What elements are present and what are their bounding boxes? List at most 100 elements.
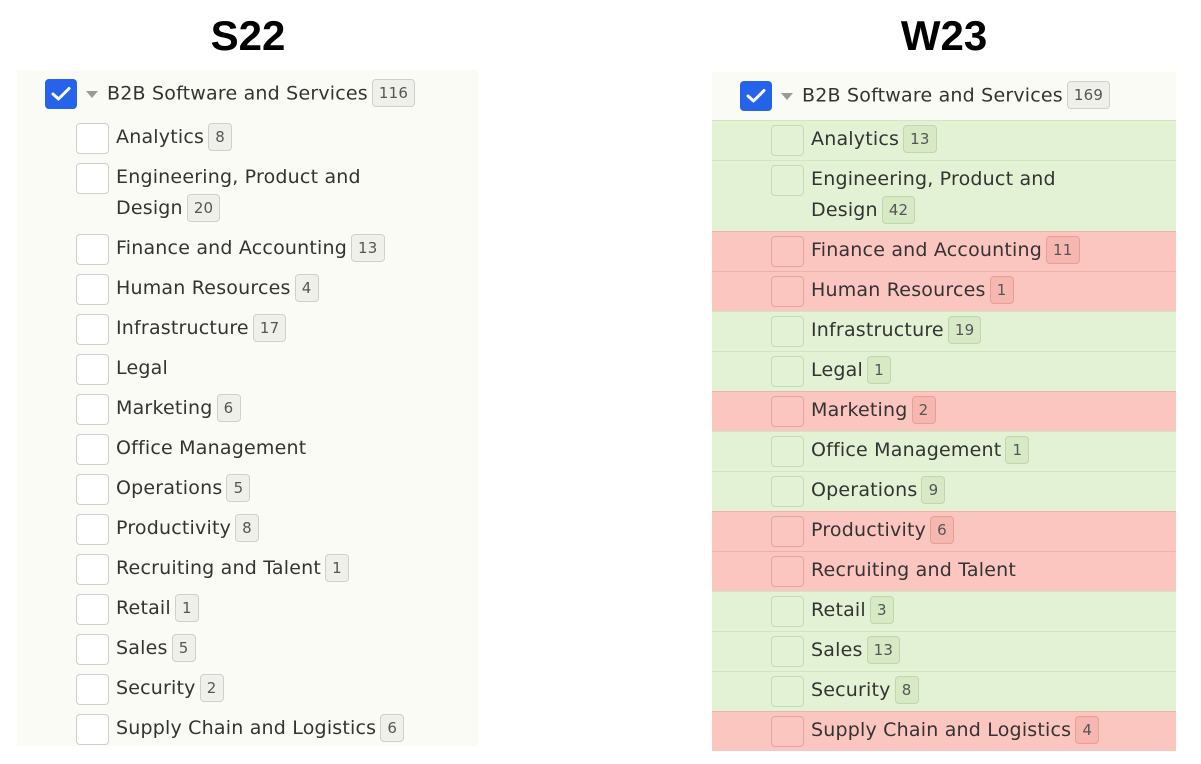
checkbox-unchecked[interactable]: [771, 316, 804, 347]
subcategory-row[interactable]: Security 8: [771, 675, 919, 715]
subcategory-row[interactable]: Recruiting and Talent 1: [76, 553, 350, 593]
subcategory-label: Sales 5: [116, 633, 196, 664]
subcategory-label: Productivity 8: [116, 513, 260, 544]
count-badge: 8: [208, 122, 233, 151]
subcategory-row[interactable]: Productivity 8: [76, 513, 260, 553]
count-badge: 5: [171, 633, 196, 662]
subcategory-row[interactable]: Infrastructure 19: [771, 315, 982, 355]
caret-down-icon[interactable]: [86, 90, 98, 98]
subcategory-label: Office Management: [116, 433, 306, 464]
checkbox-unchecked[interactable]: [76, 674, 109, 705]
checkbox-unchecked[interactable]: [771, 596, 804, 627]
subcategory-label: Human Resources 1: [811, 275, 1014, 306]
subcategory-row[interactable]: Engineering, Product and Design 20: [76, 162, 361, 233]
checkbox-unchecked[interactable]: [76, 594, 109, 625]
subcategory-row[interactable]: Marketing 2: [771, 395, 936, 435]
checkbox-unchecked[interactable]: [76, 394, 109, 425]
parent-category-row[interactable]: B2B Software and Services 116: [45, 78, 416, 110]
label-text: Human Resources: [116, 277, 291, 299]
subcategory-row[interactable]: Supply Chain and Logistics 6: [76, 713, 405, 753]
checkbox-unchecked[interactable]: [76, 554, 109, 585]
checkbox-unchecked[interactable]: [771, 396, 804, 427]
checkbox-checked[interactable]: [740, 81, 772, 111]
count-badge: 6: [380, 713, 405, 742]
checkbox-unchecked[interactable]: [76, 274, 109, 305]
checkbox-unchecked[interactable]: [76, 514, 109, 545]
checkbox-unchecked[interactable]: [76, 354, 109, 385]
subcategory-row[interactable]: Office Management: [76, 433, 306, 473]
category-list-s22: B2B Software and Services 116 Analytics 8 E…: [17, 70, 478, 746]
checkbox-unchecked[interactable]: [771, 676, 804, 707]
checkbox-unchecked[interactable]: [771, 165, 804, 196]
checkmark-icon: [51, 87, 71, 101]
subcategory-row[interactable]: Engineering, Product and Design 42: [771, 164, 1056, 235]
checkbox-unchecked[interactable]: [76, 714, 109, 745]
count-badge: 17: [252, 313, 287, 342]
count-badge: 13: [351, 233, 385, 262]
subcategory-row[interactable]: Productivity 6: [771, 515, 955, 555]
subcategory-row[interactable]: Finance and Accounting 13: [76, 233, 385, 273]
subcategory-row[interactable]: Recruiting and Talent: [771, 555, 1016, 595]
label-text: Engineering, Product and: [811, 168, 1056, 190]
checkbox-unchecked[interactable]: [771, 276, 804, 307]
checkbox-unchecked[interactable]: [771, 236, 804, 267]
subcategory-row[interactable]: Analytics 13: [771, 124, 937, 164]
subcategory-row[interactable]: Sales 5: [76, 633, 196, 673]
checkbox-unchecked[interactable]: [771, 636, 804, 667]
checkbox-unchecked[interactable]: [76, 123, 109, 154]
parent-category-row[interactable]: B2B Software and Services 169: [740, 80, 1111, 112]
subcategory-row[interactable]: Operations 5: [76, 473, 251, 513]
subcategory-label: Engineering, Product and Design 20: [116, 162, 361, 224]
checkbox-unchecked[interactable]: [76, 234, 109, 265]
subcategory-label: Retail 3: [811, 595, 894, 626]
checkbox-unchecked[interactable]: [76, 434, 109, 465]
checkbox-unchecked[interactable]: [76, 634, 109, 665]
checkbox-unchecked[interactable]: [76, 314, 109, 345]
subcategory-label: Legal: [116, 353, 168, 384]
checkbox-unchecked[interactable]: [771, 716, 804, 747]
label-text: Marketing: [811, 399, 908, 421]
count-badge: 1: [989, 275, 1014, 304]
count-badge: 5: [226, 473, 251, 502]
subcategory-label: Analytics 8: [116, 122, 233, 153]
subcategory-row[interactable]: Legal 1: [771, 355, 891, 395]
subcategory-label: Legal 1: [811, 355, 891, 386]
checkbox-unchecked[interactable]: [771, 356, 804, 387]
checkbox-unchecked[interactable]: [771, 556, 804, 587]
subcategory-row[interactable]: Retail 1: [76, 593, 199, 633]
label-text: Legal: [116, 357, 168, 379]
subcategory-row[interactable]: Legal: [76, 353, 168, 393]
subcategory-row[interactable]: Security 2: [76, 673, 224, 713]
subcategory-row[interactable]: Human Resources 4: [76, 273, 319, 313]
subcategory-label: Finance and Accounting 13: [116, 233, 385, 264]
label-text: Productivity: [811, 519, 927, 541]
subcategory-row[interactable]: Marketing 6: [76, 393, 241, 433]
checkbox-unchecked[interactable]: [76, 474, 109, 505]
label-text: Finance and Accounting: [116, 237, 348, 259]
label-text-continued: Design: [811, 199, 878, 221]
checkbox-checked[interactable]: [45, 79, 77, 109]
checkbox-unchecked[interactable]: [771, 125, 804, 156]
count-badge: 8: [894, 675, 919, 704]
label-text-continued: Design: [116, 197, 183, 219]
subcategory-label: Human Resources 4: [116, 273, 319, 304]
subcategory-row[interactable]: Supply Chain and Logistics 4: [771, 715, 1100, 755]
subcategory-row[interactable]: Operations 9: [771, 475, 946, 515]
subcategory-row[interactable]: Finance and Accounting 11: [771, 235, 1080, 275]
subcategory-row[interactable]: Analytics 8: [76, 122, 233, 162]
label-text: Operations: [116, 477, 223, 499]
count-badge: 8: [235, 513, 260, 542]
checkbox-unchecked[interactable]: [771, 516, 804, 547]
checkbox-unchecked[interactable]: [76, 163, 109, 194]
subcategory-label: Operations 9: [811, 475, 946, 506]
caret-down-icon[interactable]: [781, 92, 793, 100]
subcategory-row[interactable]: Human Resources 1: [771, 275, 1014, 315]
subcategory-row[interactable]: Sales 13: [771, 635, 901, 675]
subcategory-label: Infrastructure 19: [811, 315, 982, 346]
checkbox-unchecked[interactable]: [771, 436, 804, 467]
subcategory-row[interactable]: Office Management 1: [771, 435, 1030, 475]
checkbox-unchecked[interactable]: [771, 476, 804, 507]
subcategory-row[interactable]: Infrastructure 17: [76, 313, 287, 353]
subcategory-row[interactable]: Retail 3: [771, 595, 894, 635]
subcategory-label: Security 2: [116, 673, 224, 704]
